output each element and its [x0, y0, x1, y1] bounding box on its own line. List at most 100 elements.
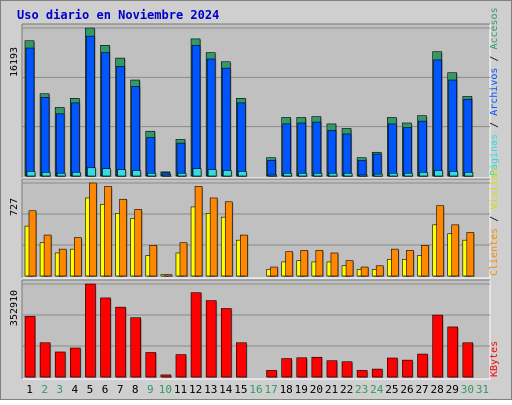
- legend-entry-Visitas: Visitas: [489, 168, 500, 210]
- bar-KBytes-11: [175, 354, 187, 378]
- bar-KBytes-21: [326, 360, 338, 378]
- x-tick-label-13: 13: [204, 383, 217, 396]
- bar-KBytes-13: [205, 300, 217, 378]
- bar-KBytes-15: [236, 342, 247, 378]
- bar-Páginas-20: [313, 172, 323, 177]
- bar-KBytes-26: [402, 359, 413, 378]
- bar-Páginas-8: [132, 170, 141, 177]
- bar-Archivos-2: [40, 97, 50, 177]
- legend-separator: /: [489, 210, 500, 228]
- x-tick-label-31: 31: [476, 383, 489, 396]
- bar-KBytes-12: [190, 292, 202, 378]
- bar-Archivos-8: [131, 86, 140, 177]
- legend-entry-KBytes: KBytes: [489, 341, 500, 377]
- bar-Clientes-5: [89, 182, 97, 277]
- bar-Páginas-24: [373, 173, 383, 177]
- chart-panels: 16193 727 352910: [9, 23, 491, 380]
- bar-Archivos-14: [221, 67, 231, 177]
- x-tick-label-5: 5: [87, 383, 94, 396]
- bar-KBytes-22: [341, 361, 353, 378]
- bar-Clientes-3: [58, 248, 67, 277]
- x-tick-label-29: 29: [446, 383, 459, 396]
- y-max-label: 727: [9, 198, 20, 216]
- bar-KBytes-2: [39, 342, 51, 378]
- x-tick-label-23: 23: [355, 383, 368, 396]
- bar-Clientes-22: [345, 260, 354, 277]
- bar-Archivos-15: [237, 102, 246, 177]
- bar-Páginas-4: [71, 172, 81, 177]
- legend-visits: Clientes / Visitas: [489, 168, 500, 276]
- bar-Páginas-6: [102, 168, 111, 177]
- bar-Páginas-26: [404, 172, 413, 177]
- bar-Archivos-26: [403, 127, 412, 177]
- bar-Clientes-17: [270, 266, 278, 277]
- bar-Archivos-20: [312, 121, 322, 177]
- bar-Páginas-7: [117, 169, 126, 177]
- x-tick-label-17: 17: [264, 383, 277, 396]
- bar-Clientes-2: [43, 234, 52, 277]
- bar-Clientes-30: [466, 232, 475, 277]
- bar-Páginas-23: [358, 174, 368, 177]
- series-Páginas: [26, 167, 474, 177]
- x-tick-label-3: 3: [56, 383, 63, 396]
- bar-KBytes-5: [85, 283, 96, 378]
- bar-Clientes-8: [134, 209, 142, 277]
- bar-KBytes-6: [100, 297, 111, 378]
- x-tick-label-8: 8: [132, 383, 139, 396]
- x-tick-label-25: 25: [385, 383, 398, 396]
- bar-Páginas-25: [389, 172, 398, 177]
- bar-Archivos-19: [297, 122, 307, 177]
- series-Clientes: [28, 182, 475, 277]
- panel-hits: 16193: [9, 23, 491, 179]
- bar-KBytes-17: [266, 370, 277, 378]
- bar-Clientes-10: [164, 274, 173, 277]
- bar-Páginas-13: [207, 169, 217, 177]
- bar-KBytes-4: [69, 347, 81, 378]
- x-tick-label-20: 20: [310, 383, 323, 396]
- bar-KBytes-19: [296, 357, 308, 378]
- bar-Clientes-14: [224, 201, 233, 277]
- bar-Clientes-28: [436, 205, 444, 277]
- bar-Páginas-19: [298, 172, 308, 177]
- bar-Páginas-18: [283, 172, 292, 177]
- bar-Archivos-24: [372, 153, 382, 177]
- bar-KBytes-20: [311, 356, 323, 378]
- bar-Archivos-23: [357, 160, 367, 177]
- x-tick-label-26: 26: [400, 383, 413, 396]
- bar-KBytes-28: [432, 314, 443, 378]
- x-axis: 1 2 3 4 5 6 7 8 9 10 11 12 13 14 15 16 17 18 19 20 21 22 23 24 2…: [26, 383, 489, 396]
- legend-hits: Páginas / Archivos / Accesos: [488, 7, 500, 176]
- bar-Páginas-17: [268, 174, 277, 177]
- bar-Clientes-27: [421, 244, 429, 277]
- y-max-label: 16193: [9, 47, 20, 77]
- bar-KBytes-14: [220, 308, 232, 378]
- x-tick-label-10: 10: [159, 383, 172, 396]
- bar-Archivos-29: [448, 79, 458, 177]
- bar-Páginas-9: [147, 172, 157, 177]
- y-max-label: 352910: [9, 290, 20, 326]
- x-tick-label-9: 9: [147, 383, 154, 396]
- bar-Páginas-2: [41, 172, 51, 177]
- bar-Archivos-21: [327, 130, 337, 177]
- bar-Clientes-26: [406, 250, 414, 277]
- bar-Archivos-17: [267, 160, 276, 177]
- bar-shadow: [165, 275, 173, 277]
- bar-shadow: [269, 176, 278, 177]
- bar-Páginas-28: [434, 170, 443, 177]
- bar-Páginas-30: [464, 172, 474, 177]
- bar-Archivos-1: [25, 47, 35, 177]
- bar-Clientes-7: [119, 198, 127, 277]
- bar-Páginas-29: [449, 171, 459, 177]
- bar-Páginas-1: [26, 171, 36, 177]
- bar-KBytes-25: [387, 357, 398, 378]
- bar-shadow: [163, 176, 172, 177]
- bar-Clientes-19: [300, 250, 309, 277]
- x-tick-label-21: 21: [325, 383, 338, 396]
- legend-entry-Clientes: Clientes: [489, 228, 500, 276]
- x-tick-label-4: 4: [72, 383, 79, 396]
- bar-KBytes-3: [54, 351, 66, 378]
- bar-Clientes-1: [28, 210, 37, 277]
- x-tick-label-27: 27: [415, 383, 428, 396]
